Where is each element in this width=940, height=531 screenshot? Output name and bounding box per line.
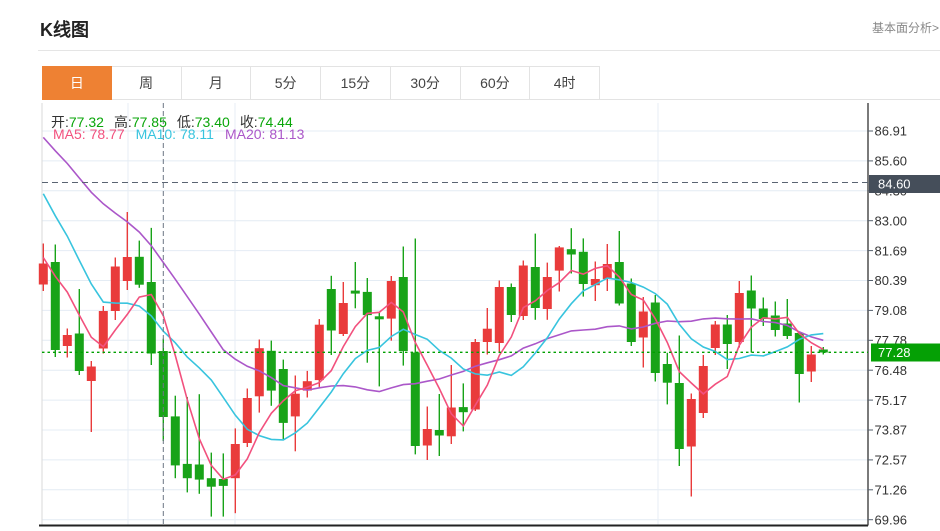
svg-text:86.91: 86.91: [875, 124, 908, 139]
svg-text:69.96: 69.96: [875, 512, 908, 527]
svg-text:84.60: 84.60: [878, 177, 911, 192]
svg-text:77.28: 77.28: [878, 345, 911, 360]
svg-text:73.87: 73.87: [875, 423, 908, 438]
svg-text:81.69: 81.69: [875, 243, 908, 258]
svg-text:72.57: 72.57: [875, 453, 908, 468]
svg-text:79.08: 79.08: [875, 303, 908, 318]
svg-text:71.26: 71.26: [875, 483, 908, 498]
svg-text:75.17: 75.17: [875, 393, 908, 408]
svg-text:80.39: 80.39: [875, 273, 908, 288]
svg-text:83.00: 83.00: [875, 213, 908, 228]
svg-text:85.60: 85.60: [875, 154, 908, 169]
svg-text:76.48: 76.48: [875, 363, 908, 378]
